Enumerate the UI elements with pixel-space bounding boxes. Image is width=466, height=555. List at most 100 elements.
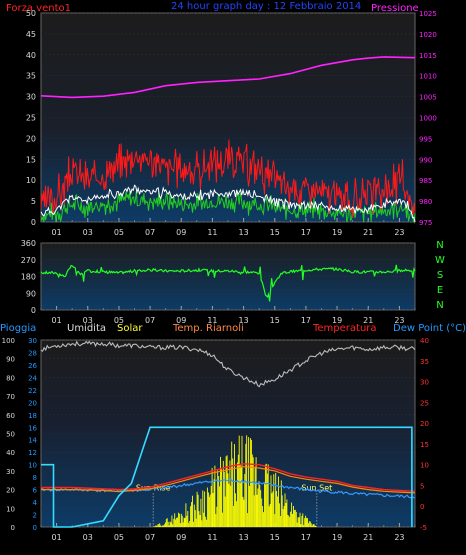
- y-rain-tick-label: 26: [28, 362, 37, 370]
- y-pct-tick-label: 100: [2, 337, 15, 345]
- y-rain-tick-label: 4: [33, 499, 38, 507]
- y-rain-tick-label: 14: [28, 437, 37, 445]
- compass-label: W: [435, 255, 445, 266]
- x-tick-label: 09: [176, 533, 186, 542]
- y-pct-tick-label: 60: [6, 412, 15, 420]
- legend-dew-point: Dew Point (°C): [393, 323, 466, 334]
- y-temp-tick-label: 0: [420, 503, 424, 511]
- direction-tick-label: 180: [21, 273, 36, 282]
- y-right-tick-label: 995: [419, 135, 432, 143]
- y-left-tick-label: 40: [26, 51, 36, 60]
- wind-title: Forza vento1: [6, 3, 71, 14]
- y-pct-tick-label: 10: [6, 505, 15, 513]
- y-rain-tick-label: 20: [28, 399, 37, 407]
- series-temperature: [41, 463, 416, 492]
- y-right-tick-label: 1020: [419, 31, 437, 39]
- y-right-tick-label: 990: [419, 156, 432, 164]
- y-temp-tick-label: 20: [420, 420, 429, 428]
- x-tick-label: 05: [114, 533, 124, 542]
- y-rain-tick-label: 0: [33, 524, 37, 532]
- x-tick-label: 01: [51, 533, 61, 542]
- y-temp-tick-label: 40: [420, 337, 429, 345]
- y-rain-tick-label: 8: [33, 474, 37, 482]
- y-left-tick-label: 35: [26, 72, 36, 81]
- y-right-tick-label: 980: [419, 198, 432, 206]
- x-tick-label: 01: [51, 228, 61, 237]
- y-pct-tick-label: 50: [6, 431, 15, 439]
- x-tick-label: 07: [145, 316, 155, 325]
- x-tick-label: 11: [207, 316, 217, 325]
- x-tick-label: 19: [332, 228, 342, 237]
- tick-label-layer: 0510152025303540455097598098599099510001…: [2, 9, 445, 542]
- y-left-tick-label: 45: [26, 30, 36, 39]
- x-tick-label: 21: [363, 533, 373, 542]
- x-tick-label: 11: [207, 533, 217, 542]
- x-tick-label: 03: [83, 316, 93, 325]
- y-temp-tick-label: 15: [420, 441, 429, 449]
- y-rain-tick-label: 22: [28, 387, 37, 395]
- y-left-tick-label: 25: [26, 114, 36, 123]
- y-temp-tick-label: 10: [420, 462, 429, 470]
- series-wind-gust: [40, 139, 416, 219]
- y-pct-tick-label: 80: [6, 374, 15, 382]
- x-tick-label: 05: [114, 228, 124, 237]
- y-left-tick-label: 10: [26, 176, 36, 185]
- y-pct-tick-label: 20: [6, 487, 15, 495]
- series-rain: [41, 426, 413, 528]
- legend-windchill: Temp. Riarnoli: [172, 323, 244, 334]
- y-rain-tick-label: 16: [28, 424, 37, 432]
- y-left-tick-label: 5: [31, 197, 36, 206]
- x-tick-label: 03: [83, 228, 93, 237]
- y-right-tick-label: 975: [419, 219, 432, 227]
- pressure-title: Pressione: [371, 3, 419, 14]
- compass-label: N: [436, 240, 443, 251]
- x-tick-label: 07: [145, 228, 155, 237]
- y-rain-tick-label: 10: [28, 462, 37, 470]
- y-rain-tick-label: 6: [33, 487, 38, 495]
- direction-tick-label: 270: [21, 256, 36, 265]
- x-tick-label: 17: [301, 228, 311, 237]
- x-tick-label: 23: [394, 316, 404, 325]
- y-rain-tick-label: 30: [28, 337, 37, 345]
- y-temp-tick-label: 30: [420, 379, 429, 387]
- x-tick-label: 21: [363, 316, 373, 325]
- y-left-tick-label: 30: [26, 93, 36, 102]
- x-tick-label: 13: [238, 228, 248, 237]
- x-tick-label: 03: [83, 533, 93, 542]
- direction-tick-label: 360: [21, 239, 36, 248]
- direction-tick-label: 90: [26, 289, 36, 298]
- y-right-tick-label: 1025: [419, 10, 437, 18]
- y-rain-tick-label: 24: [28, 374, 37, 382]
- x-tick-label: 15: [270, 533, 280, 542]
- y-temp-tick-label: 25: [420, 399, 429, 407]
- legend-solar: Solar: [117, 323, 143, 334]
- x-tick-label: 11: [207, 228, 217, 237]
- x-tick-label: 19: [332, 533, 342, 542]
- y-pct-tick-label: 90: [6, 356, 15, 364]
- y-pct-tick-label: 70: [6, 393, 15, 401]
- y-temp-tick-label: 35: [420, 358, 429, 366]
- x-tick-label: 15: [270, 316, 280, 325]
- y-right-tick-label: 1010: [419, 73, 437, 81]
- y-rain-tick-label: 28: [28, 349, 37, 357]
- y-right-tick-label: 1005: [419, 94, 437, 102]
- direction-panel: [40, 242, 416, 311]
- y-left-tick-label: 20: [26, 134, 36, 143]
- x-tick-label: 13: [238, 316, 248, 325]
- x-tick-label: 15: [270, 228, 280, 237]
- compass-label: S: [437, 270, 443, 281]
- sunset-label: Sun Set: [301, 483, 332, 492]
- series-wind-average: [40, 184, 416, 223]
- x-tick-label: 07: [145, 533, 155, 542]
- series-wind-direction: [40, 264, 416, 302]
- x-tick-label: 17: [301, 533, 311, 542]
- chart-main-title: 24 hour graph day : 12 Febbraio 2014: [171, 1, 361, 12]
- x-tick-label: 01: [51, 316, 61, 325]
- compass-label: N: [436, 300, 443, 311]
- y-rain-tick-label: 18: [28, 412, 37, 420]
- y-pct-tick-label: 0: [11, 524, 15, 532]
- legend-temperature: Temperatura: [312, 323, 377, 334]
- y-rain-tick-label: 2: [33, 512, 37, 520]
